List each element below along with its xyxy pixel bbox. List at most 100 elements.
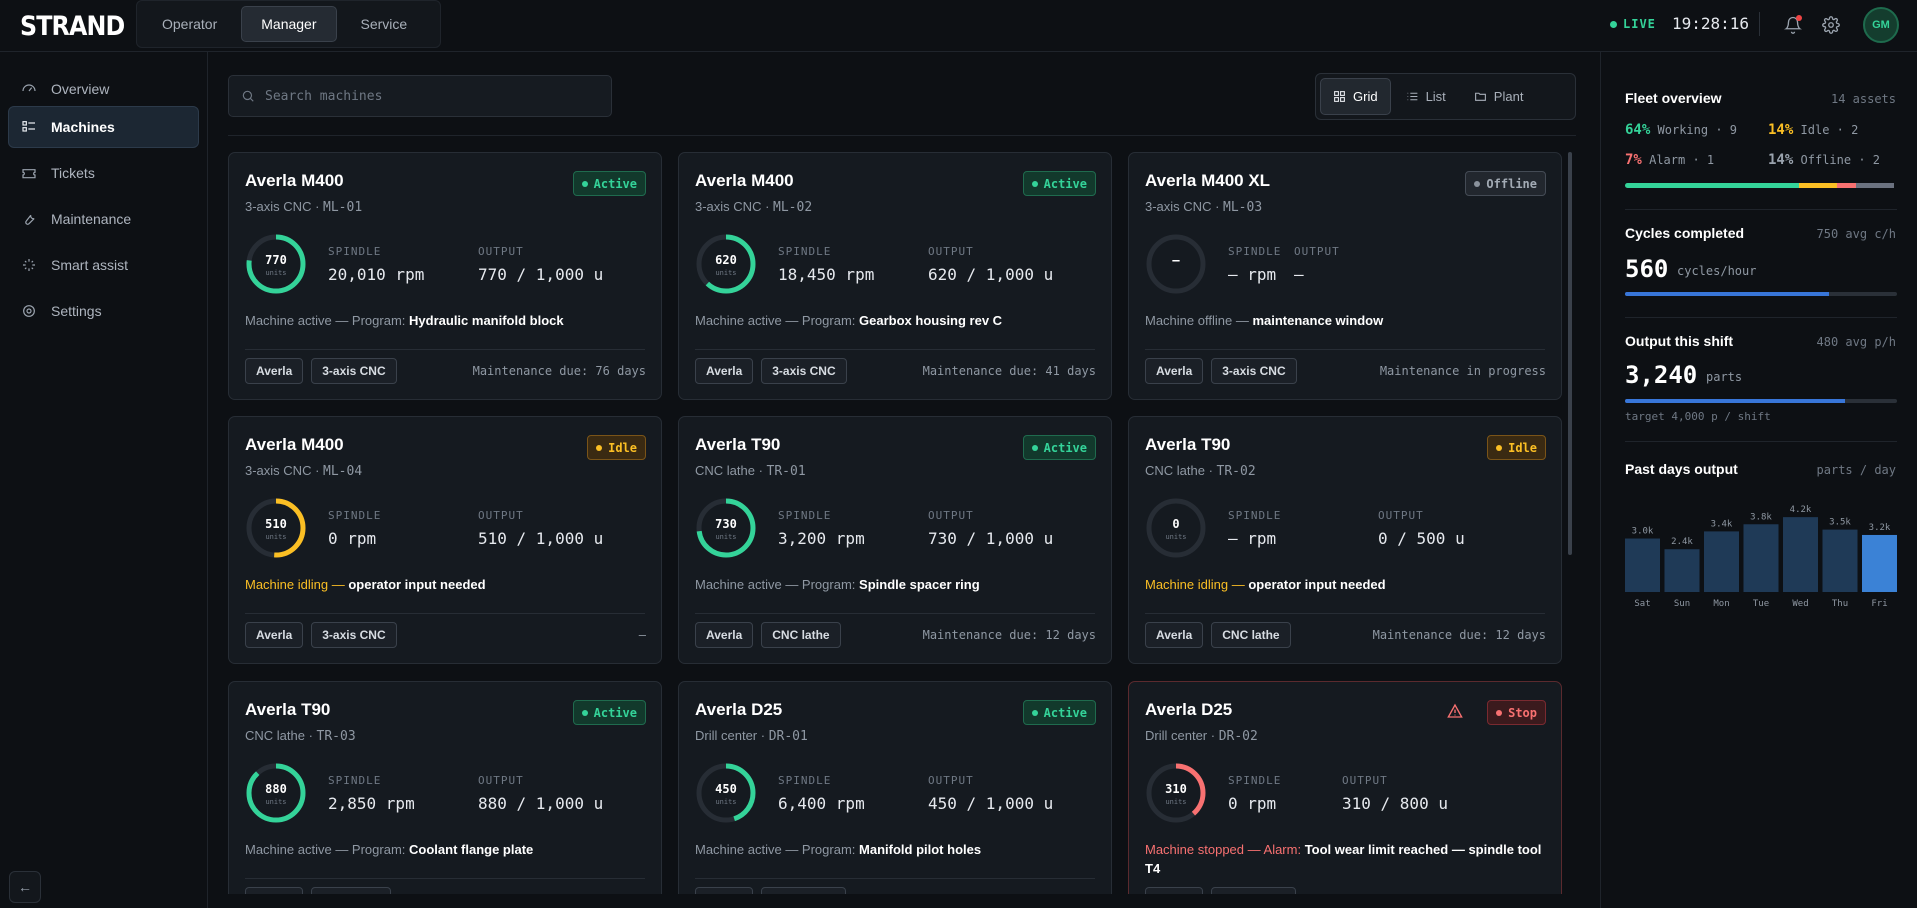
fleet-assets: 14 assets: [1830, 92, 1896, 106]
tag[interactable]: 3-axis CNC: [1211, 358, 1297, 384]
tab-service[interactable]: Service: [360, 16, 408, 32]
machine-subtitle: CNC lathe · TR-02: [1145, 463, 1256, 479]
tab-operator[interactable]: Operator: [162, 16, 218, 32]
status-dot: [581, 709, 588, 716]
machine-card-dr-01[interactable]: Averla D25 Drill center · DR-01 Active 4…: [678, 681, 1112, 894]
machine-card-tr-01[interactable]: Averla T90 CNC lathe · TR-01 Active 730 …: [678, 416, 1112, 664]
collapse-sidebar-button[interactable]: ←: [9, 871, 41, 903]
tag[interactable]: Averla: [245, 887, 304, 894]
gauge-arc: [1146, 763, 1206, 823]
fleet-bar-segment: [1799, 183, 1838, 188]
tag[interactable]: Averla: [1145, 887, 1204, 894]
tag[interactable]: 3-axis CNC: [761, 358, 847, 384]
sidebar-item-overview[interactable]: Overview: [8, 68, 199, 110]
view-grid-label: Grid: [1353, 89, 1378, 104]
search-box[interactable]: [228, 75, 612, 117]
gear-icon[interactable]: [1818, 12, 1844, 38]
fleet-pct: 14%: [1768, 122, 1794, 138]
cycles-value: 560: [1625, 255, 1669, 283]
machine-card-ml-03[interactable]: Averla M400 XL 3-axis CNC · ML-03 Offlin…: [1128, 152, 1562, 400]
output-gauge: —: [1145, 233, 1207, 295]
status-dot: [1474, 180, 1481, 187]
bell-icon[interactable]: [1780, 12, 1806, 38]
status-detail: operator input needed: [348, 577, 486, 592]
tag[interactable]: 3-axis CNC: [311, 622, 397, 648]
view-list-button[interactable]: List: [1393, 78, 1459, 115]
sidebar-item-label: Overview: [51, 81, 110, 97]
output-value: 310 / 800 u: [1342, 794, 1448, 813]
bar-thu[interactable]: [1822, 529, 1858, 592]
bar-sun[interactable]: [1664, 549, 1700, 592]
machine-subtitle: 3-axis CNC · ML-04: [245, 463, 363, 479]
sidebar-item-machines[interactable]: Machines: [8, 106, 199, 148]
spindle-value: 2,850 rpm: [328, 794, 415, 813]
tag-list: Averla Drill center: [695, 887, 846, 894]
view-plant-button[interactable]: Plant: [1461, 78, 1537, 115]
fleet-panel: Fleet overview 14 assets 64% Working · 9…: [1600, 52, 1917, 908]
tag[interactable]: Averla: [245, 622, 304, 648]
machine-card-ml-01[interactable]: Averla M400 3-axis CNC · ML-01 Active 77…: [228, 152, 662, 400]
tag[interactable]: CNC lathe: [311, 887, 391, 894]
machine-type: CNC lathe: [695, 463, 755, 478]
machine-card-ml-02[interactable]: Averla M400 3-axis CNC · ML-02 Active 62…: [678, 152, 1112, 400]
grid-scrollbar[interactable]: [1567, 152, 1573, 894]
tag[interactable]: 3-axis CNC: [311, 358, 397, 384]
output-label: OUTPUT: [928, 774, 974, 787]
bar-fri[interactable]: [1862, 534, 1897, 592]
machine-card-tr-03[interactable]: Averla T90 CNC lathe · TR-03 Active 880 …: [228, 681, 662, 894]
output-gauge: 620 units: [695, 233, 757, 295]
tag[interactable]: Drill center: [761, 887, 846, 894]
panel-divider: [1625, 441, 1897, 442]
machine-card-ml-04[interactable]: Averla M400 3-axis CNC · ML-04 Idle 510 …: [228, 416, 662, 664]
status-prefix: Machine active — Program:: [695, 842, 856, 857]
status-label: Active: [593, 705, 637, 720]
tag[interactable]: Averla: [695, 622, 754, 648]
output-shift-progress: [1625, 399, 1897, 403]
spindle-value: 0 rpm: [1228, 794, 1277, 813]
tag[interactable]: CNC lathe: [1211, 622, 1291, 648]
tag[interactable]: Drill center: [1211, 887, 1296, 894]
status-detail: maintenance window: [1252, 313, 1384, 328]
app-logo[interactable]: STRAND: [20, 11, 125, 42]
tag[interactable]: CNC lathe: [761, 622, 841, 648]
bar-mon[interactable]: [1704, 531, 1739, 592]
spindle-value: 0 rpm: [328, 529, 377, 548]
tag[interactable]: Averla: [245, 358, 304, 384]
fleet-pct: 64%: [1625, 122, 1651, 138]
output-value: 730 / 1,000 u: [928, 529, 1054, 548]
status-badge: Active: [1022, 700, 1096, 725]
tag[interactable]: Averla: [1145, 358, 1204, 384]
gauge-unit: units: [1165, 798, 1187, 806]
maintenance-text: Maintenance due: 76 days: [472, 364, 646, 378]
bar-tue[interactable]: [1743, 524, 1779, 592]
status-dot: [581, 180, 588, 187]
sidebar-item-smart-assist[interactable]: Smart assist: [8, 244, 199, 286]
gauge-unit: units: [265, 533, 287, 541]
tab-manager[interactable]: Manager: [241, 6, 337, 42]
bar-wed[interactable]: [1783, 517, 1818, 592]
clock: 19:28:16: [1672, 14, 1750, 33]
tag[interactable]: Averla: [695, 358, 754, 384]
scrollbar-thumb[interactable]: [1568, 152, 1572, 555]
tag[interactable]: Averla: [695, 887, 754, 894]
spindle-label: SPINDLE: [778, 509, 832, 522]
avatar[interactable]: GM: [1863, 7, 1899, 43]
search-input[interactable]: [265, 88, 595, 104]
machine-card-tr-02[interactable]: Averla T90 CNC lathe · TR-02 Idle 0 unit…: [1128, 416, 1562, 664]
spindle-label: SPINDLE: [778, 245, 832, 258]
sidebar-item-maintenance[interactable]: Maintenance: [8, 198, 199, 240]
arrow-left-icon: ←: [18, 879, 32, 895]
tag[interactable]: Averla: [1145, 622, 1204, 648]
view-grid-button[interactable]: Grid: [1320, 78, 1391, 115]
sidebar-item-tickets[interactable]: Tickets: [8, 152, 199, 194]
gauge-unit: units: [1165, 533, 1187, 541]
notification-dot: [1796, 15, 1802, 21]
output-label: OUTPUT: [928, 245, 974, 258]
bar-sat[interactable]: [1625, 538, 1660, 592]
bar-category-label: Mon: [1713, 599, 1729, 608]
sidebar-item-settings[interactable]: Settings: [8, 290, 199, 332]
spindle-value: 6,400 rpm: [778, 794, 865, 813]
machine-id: TR-03: [316, 729, 356, 744]
live-dot: [1610, 20, 1617, 28]
machine-card-dr-02[interactable]: Averla D25 Drill center · DR-02 Stop 310…: [1128, 681, 1562, 894]
